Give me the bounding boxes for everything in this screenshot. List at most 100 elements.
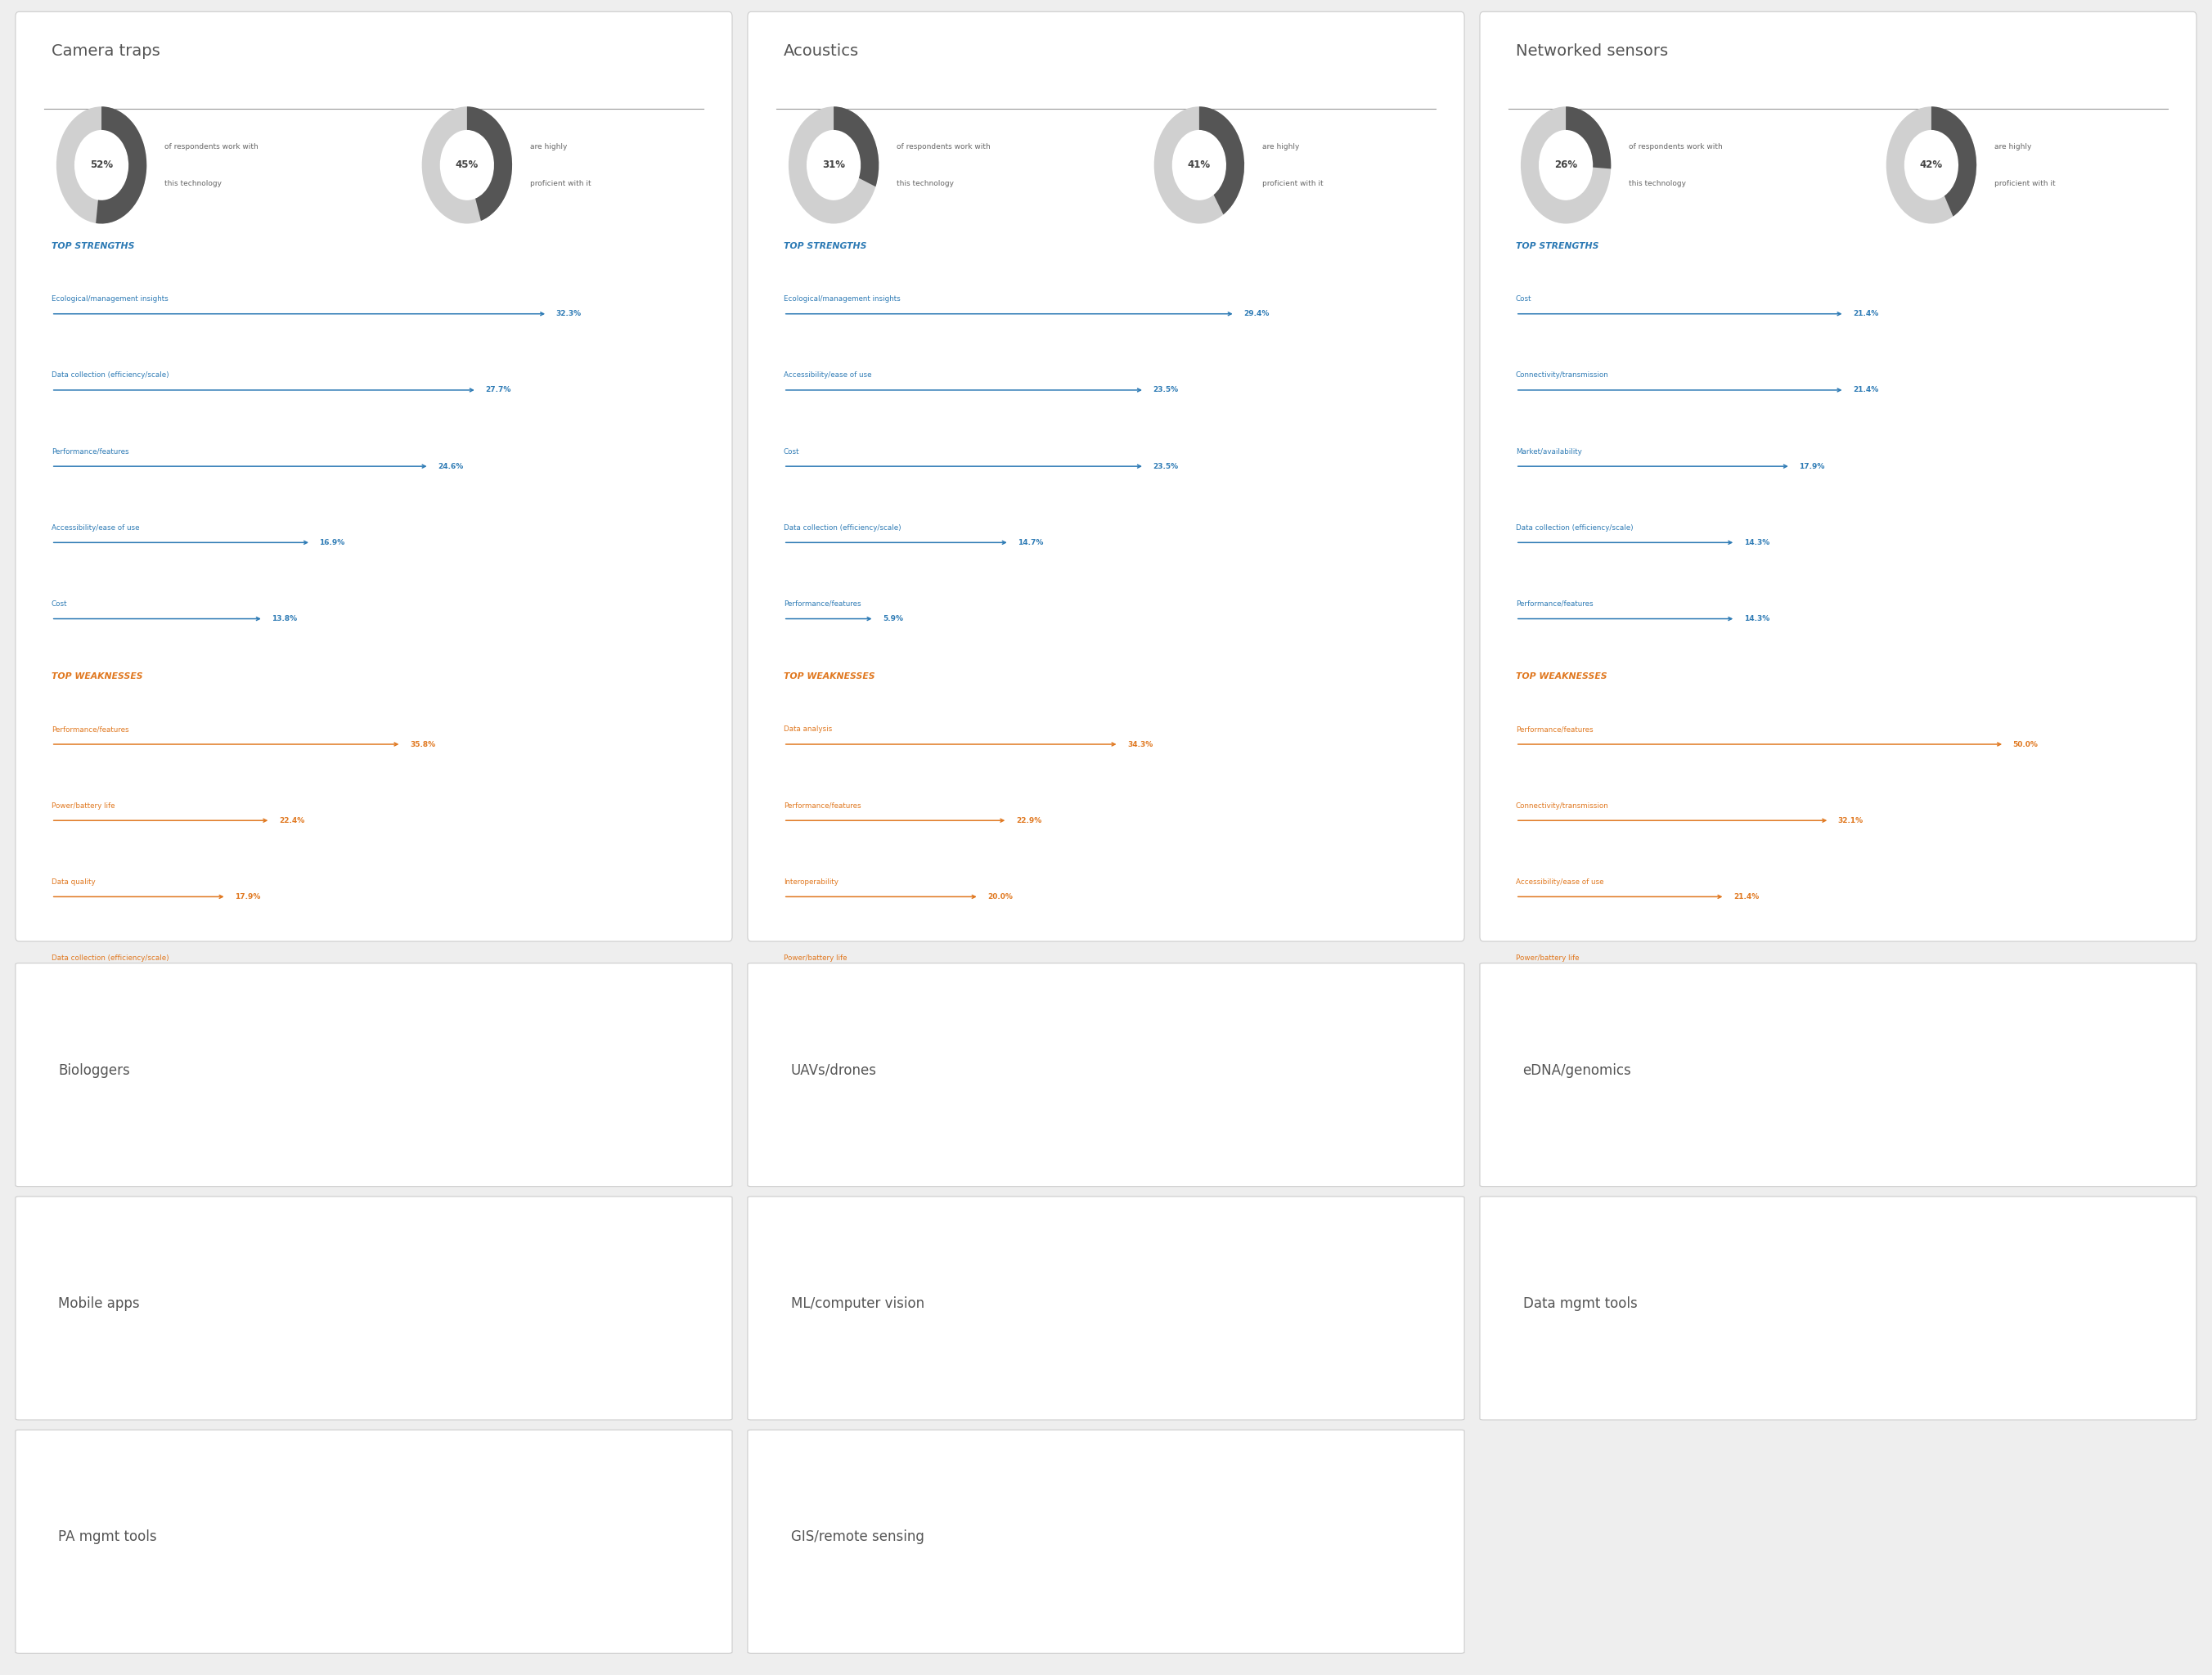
Text: 14.3%: 14.3%: [1743, 615, 1770, 623]
Wedge shape: [1520, 107, 1610, 224]
Text: 23.5%: 23.5%: [1152, 387, 1179, 394]
Text: 32.1%: 32.1%: [1838, 817, 1863, 824]
Text: Data collection (efficiency/scale): Data collection (efficiency/scale): [783, 524, 900, 531]
Wedge shape: [467, 107, 513, 221]
Text: Data quality: Data quality: [783, 1030, 827, 1038]
Text: proficient with it: proficient with it: [531, 179, 591, 188]
Text: 23.5%: 23.5%: [1152, 462, 1179, 471]
Text: 31%: 31%: [823, 159, 845, 171]
Text: of respondents work with: of respondents work with: [1628, 142, 1723, 151]
Text: 35.8%: 35.8%: [409, 740, 436, 749]
Text: Ecological/management insights: Ecological/management insights: [783, 295, 900, 303]
Text: Cost: Cost: [51, 600, 66, 608]
Text: Performance/features: Performance/features: [51, 725, 128, 734]
Wedge shape: [55, 107, 146, 224]
Text: Acoustics: Acoustics: [783, 44, 858, 59]
Text: 14.7%: 14.7%: [1018, 539, 1044, 546]
Text: this technology: this technology: [896, 179, 953, 188]
Text: Performance/features: Performance/features: [783, 600, 860, 608]
Text: of respondents work with: of respondents work with: [164, 142, 259, 151]
Text: Interoperability: Interoperability: [783, 878, 838, 886]
Text: UAVs/drones: UAVs/drones: [790, 1064, 876, 1077]
Text: TOP STRENGTHS: TOP STRENGTHS: [783, 243, 867, 251]
Text: 52%: 52%: [91, 159, 113, 171]
Text: 50.0%: 50.0%: [2013, 740, 2037, 749]
Text: 5.9%: 5.9%: [883, 615, 902, 623]
Text: 20.0%: 20.0%: [987, 893, 1013, 901]
Text: 14.3%: 14.3%: [1663, 1045, 1690, 1054]
Text: 17.9%: 17.9%: [1798, 462, 1825, 471]
Text: Ecological/management insights: Ecological/management insights: [51, 295, 168, 303]
Text: 42%: 42%: [1920, 159, 1942, 171]
Text: 22.4%: 22.4%: [279, 817, 305, 824]
Text: 13.4%: 13.4%: [190, 1045, 217, 1054]
FancyBboxPatch shape: [748, 12, 1464, 941]
Text: Performance/features: Performance/features: [1515, 725, 1593, 734]
FancyBboxPatch shape: [1480, 963, 2197, 1186]
Text: TOP STRENGTHS: TOP STRENGTHS: [1515, 243, 1599, 251]
Text: Mobile apps: Mobile apps: [58, 1296, 139, 1312]
FancyBboxPatch shape: [15, 12, 732, 941]
Text: 11.4%: 11.4%: [902, 1045, 929, 1054]
Text: 14.3%: 14.3%: [1743, 539, 1770, 546]
Text: Power/battery life: Power/battery life: [51, 802, 115, 809]
Text: this technology: this technology: [1628, 179, 1686, 188]
Text: Durability: Durability: [1515, 1030, 1551, 1038]
Text: Accessibility/ease of use: Accessibility/ease of use: [783, 372, 872, 379]
Wedge shape: [787, 107, 878, 224]
Text: 21.4%: 21.4%: [1854, 310, 1878, 318]
FancyBboxPatch shape: [748, 963, 1464, 1186]
FancyBboxPatch shape: [748, 1430, 1464, 1653]
Wedge shape: [1887, 107, 1978, 224]
Text: Data analysis: Data analysis: [51, 1030, 100, 1038]
Text: GIS/remote sensing: GIS/remote sensing: [790, 1529, 925, 1544]
Text: are highly: are highly: [1995, 142, 2031, 151]
Text: TOP STRENGTHS: TOP STRENGTHS: [51, 243, 135, 251]
Text: Accessibility/ease of use: Accessibility/ease of use: [51, 524, 139, 531]
Wedge shape: [834, 107, 878, 186]
FancyBboxPatch shape: [15, 1196, 732, 1420]
Text: this technology: this technology: [164, 179, 221, 188]
Text: Performance/features: Performance/features: [1515, 600, 1593, 608]
Text: 21.4%: 21.4%: [1734, 893, 1759, 901]
Text: Data collection (efficiency/scale): Data collection (efficiency/scale): [51, 372, 168, 379]
Text: 45%: 45%: [456, 159, 478, 171]
FancyBboxPatch shape: [1480, 1196, 2197, 1420]
Wedge shape: [1566, 107, 1610, 169]
Text: Networked sensors: Networked sensors: [1515, 44, 1668, 59]
Wedge shape: [422, 107, 513, 224]
Text: 26%: 26%: [1555, 159, 1577, 171]
Text: TOP WEAKNESSES: TOP WEAKNESSES: [1515, 673, 1606, 680]
Wedge shape: [95, 107, 146, 224]
Text: 34.3%: 34.3%: [1128, 740, 1152, 749]
Text: Cost: Cost: [783, 447, 799, 456]
Text: Performance/features: Performance/features: [783, 802, 860, 809]
Text: 17.9%: 17.9%: [1699, 970, 1725, 977]
FancyBboxPatch shape: [1480, 12, 2197, 941]
Text: are highly: are highly: [1263, 142, 1298, 151]
Text: Market/availability: Market/availability: [1515, 447, 1582, 456]
Text: proficient with it: proficient with it: [1995, 179, 2055, 188]
Text: 17.9%: 17.9%: [234, 893, 261, 901]
FancyBboxPatch shape: [748, 1196, 1464, 1420]
Text: TOP WEAKNESSES: TOP WEAKNESSES: [783, 673, 874, 680]
FancyBboxPatch shape: [15, 963, 732, 1186]
Wedge shape: [1155, 107, 1245, 224]
Wedge shape: [1199, 107, 1245, 214]
Text: Connectivity/transmission: Connectivity/transmission: [1515, 372, 1608, 379]
Text: Data collection (efficiency/scale): Data collection (efficiency/scale): [1515, 524, 1632, 531]
Text: PA mgmt tools: PA mgmt tools: [58, 1529, 157, 1544]
Text: Data quality: Data quality: [51, 878, 95, 886]
Wedge shape: [1931, 107, 1978, 216]
Text: 13.8%: 13.8%: [272, 615, 296, 623]
Text: 24.6%: 24.6%: [438, 462, 462, 471]
Text: Accessibility/ease of use: Accessibility/ease of use: [1515, 878, 1604, 886]
Text: 21.4%: 21.4%: [1854, 387, 1878, 394]
Text: 14.9%: 14.9%: [206, 970, 232, 977]
Text: Connectivity/transmission: Connectivity/transmission: [1515, 802, 1608, 809]
Text: 17.1%: 17.1%: [960, 970, 984, 977]
Text: 29.4%: 29.4%: [1243, 310, 1270, 318]
Text: ML/computer vision: ML/computer vision: [790, 1296, 925, 1312]
Text: TOP WEAKNESSES: TOP WEAKNESSES: [51, 673, 142, 680]
Text: of respondents work with: of respondents work with: [896, 142, 991, 151]
